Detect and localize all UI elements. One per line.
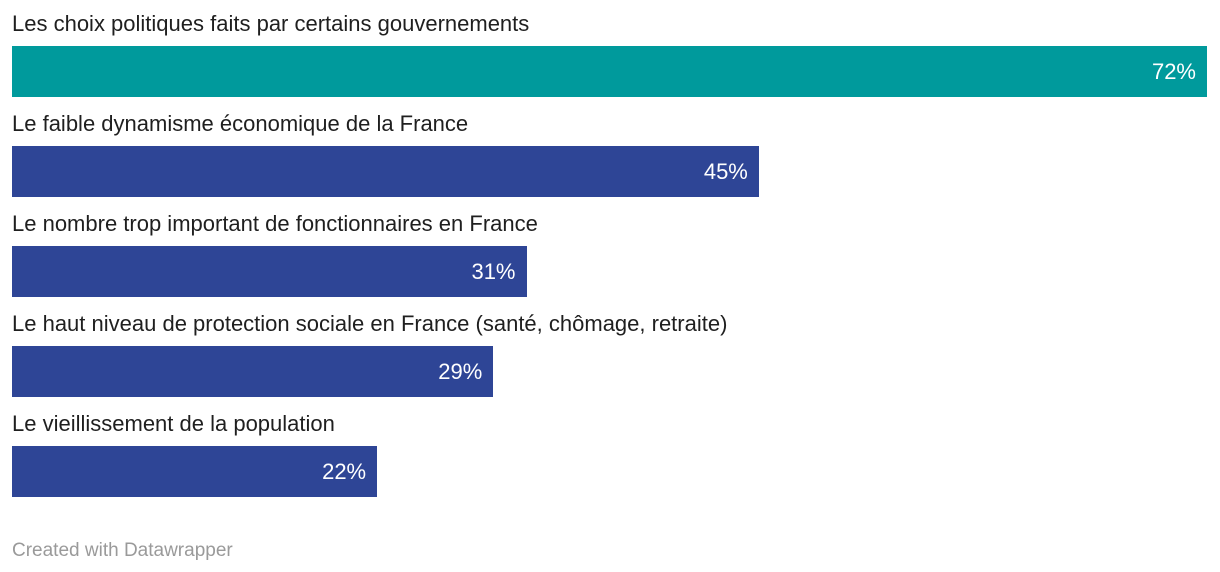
value-label: 31% bbox=[471, 258, 516, 284]
bar: 45% bbox=[12, 146, 759, 197]
bar: 22% bbox=[12, 446, 378, 497]
value-label: 22% bbox=[322, 458, 367, 484]
category-label: Le vieillissement de la population bbox=[12, 411, 335, 436]
category-label: Le nombre trop important de fonctionnair… bbox=[12, 211, 538, 236]
bar-row: Le nombre trop important de fonctionnair… bbox=[12, 210, 1207, 297]
bar-chart: Les choix politiques faits par certains … bbox=[12, 10, 1207, 497]
category-label: Le faible dynamisme économique de la Fra… bbox=[12, 111, 469, 136]
datawrapper-credit-link[interactable]: Created with Datawrapper bbox=[12, 540, 233, 561]
value-label: 45% bbox=[703, 158, 748, 184]
bar-row: Le haut niveau de protection sociale en … bbox=[12, 310, 1207, 397]
bar-row: Le vieillissement de la population 22% bbox=[12, 410, 1207, 497]
bar: 72% bbox=[12, 46, 1207, 97]
category-label: Les choix politiques faits par certains … bbox=[12, 11, 530, 36]
bar-row: Le faible dynamisme économique de la Fra… bbox=[12, 110, 1207, 197]
bar-row: Les choix politiques faits par certains … bbox=[12, 10, 1207, 97]
bar: 29% bbox=[12, 346, 494, 397]
value-label: 72% bbox=[1151, 58, 1196, 84]
bar: 31% bbox=[12, 246, 527, 297]
category-label: Le haut niveau de protection sociale en … bbox=[12, 311, 728, 336]
value-label: 29% bbox=[438, 358, 483, 384]
